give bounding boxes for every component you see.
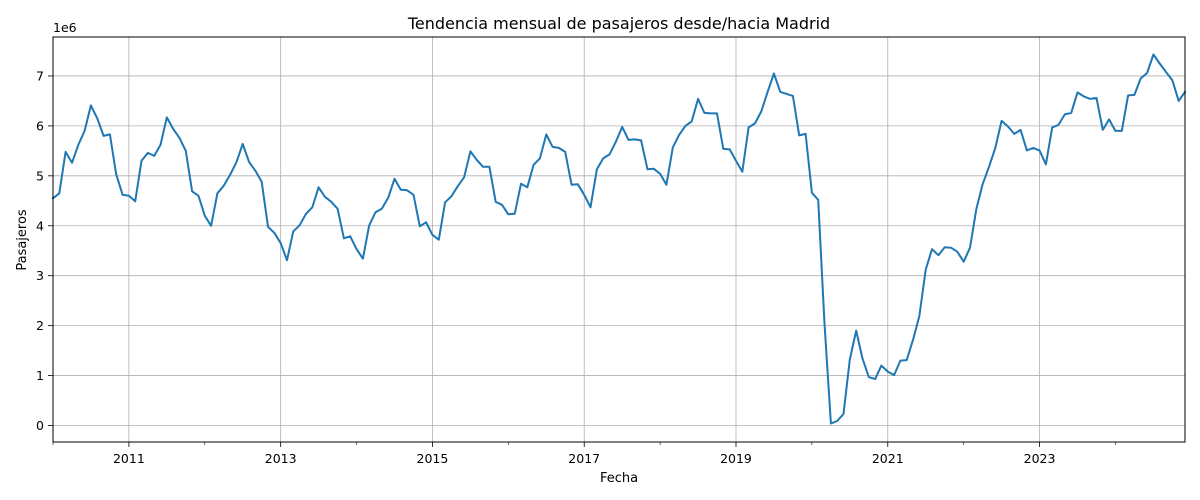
x-tick-label: 2011 bbox=[113, 451, 145, 466]
x-tick-label: 2021 bbox=[872, 451, 904, 466]
x-tick-label: 2023 bbox=[1024, 451, 1056, 466]
x-tick-label: 2019 bbox=[720, 451, 752, 466]
y-axis-offset-label: 1e6 bbox=[53, 20, 77, 35]
plot-frame bbox=[52, 36, 1186, 443]
plot-area bbox=[53, 37, 1185, 442]
y-tick-label: 7 bbox=[36, 68, 44, 83]
x-axis-label: Fecha bbox=[600, 471, 638, 486]
y-tick-label: 5 bbox=[36, 168, 44, 183]
y-tick-label: 3 bbox=[36, 268, 44, 283]
y-tick-label: 2 bbox=[36, 318, 44, 333]
series-line-pasajeros bbox=[51, 53, 1187, 425]
y-tick-label: 6 bbox=[36, 118, 44, 133]
x-tick-label: 2013 bbox=[265, 451, 297, 466]
x-tick-label: 2017 bbox=[568, 451, 600, 466]
y-axis-label: Pasajeros bbox=[15, 209, 30, 271]
axis-ticks: 2011 2013 2015 2017 2019 2021 2023 0 1 2 3 4 5 6 7 bbox=[36, 68, 1116, 466]
y-tick-label: 0 bbox=[36, 418, 44, 433]
chart-title: Tendencia mensual de pasajeros desde/hac… bbox=[407, 14, 830, 33]
y-tick-label: 4 bbox=[36, 218, 44, 233]
y-tick-label: 1 bbox=[36, 368, 44, 383]
x-tick-label: 2015 bbox=[417, 451, 449, 466]
grid bbox=[53, 37, 1185, 442]
